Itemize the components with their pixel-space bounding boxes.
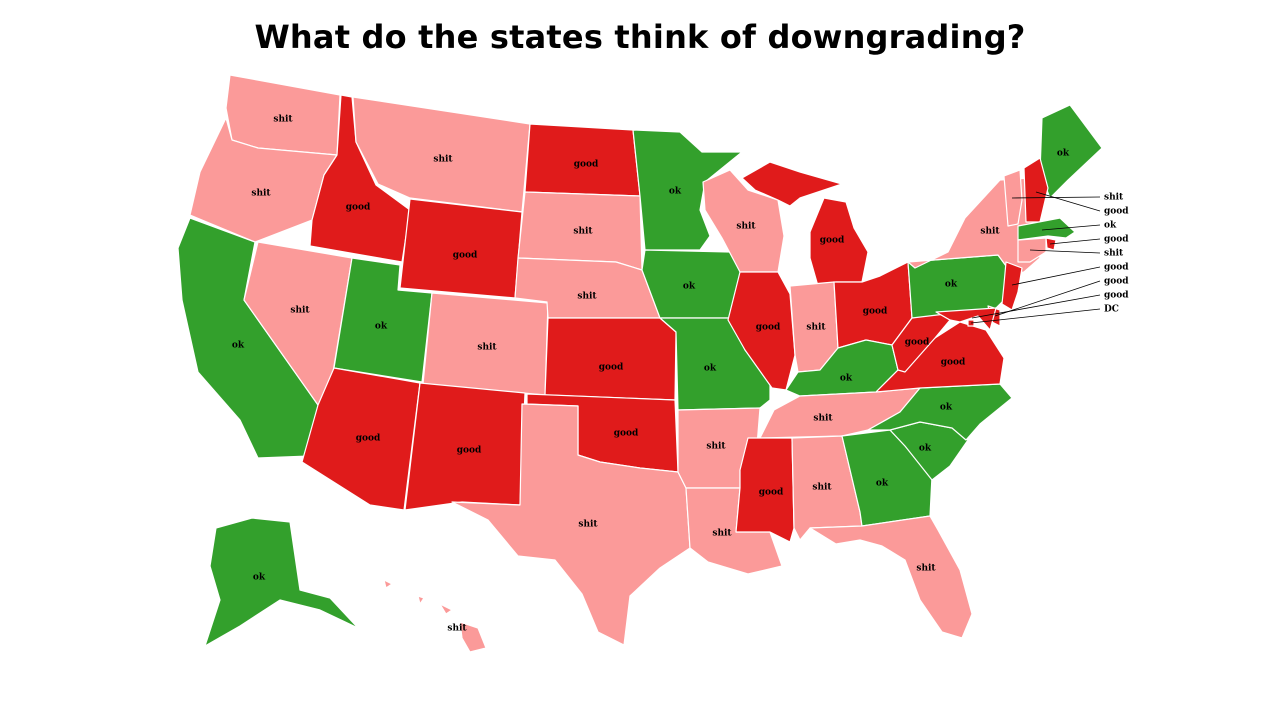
- state-label-pa: ok: [945, 280, 958, 290]
- state-label-ky: ok: [840, 374, 853, 384]
- state-label-sc: ok: [919, 444, 932, 454]
- callout-line-ct: [1029, 249, 1101, 254]
- callout-label-nh: good: [1104, 207, 1129, 217]
- state-mi: [741, 161, 869, 287]
- state-label-nv: shit: [290, 306, 310, 316]
- callout-label-md: good: [1104, 291, 1129, 301]
- state-label-mi: good: [820, 236, 845, 246]
- state-label-nc: ok: [940, 403, 953, 413]
- state-hi: [383, 579, 487, 653]
- state-label-wv: good: [905, 338, 930, 348]
- callout-line-nh: [1035, 191, 1101, 212]
- state-label-ar: shit: [706, 442, 726, 452]
- callout-line-dc: [970, 308, 1101, 324]
- callout-label-ri: good: [1104, 235, 1129, 245]
- state-label-wy: good: [453, 251, 478, 261]
- state-label-ok: good: [614, 429, 639, 439]
- state-label-mn: ok: [669, 187, 682, 197]
- state-label-ms: good: [759, 488, 784, 498]
- state-label-in: shit: [806, 323, 826, 333]
- state-label-az: good: [356, 434, 381, 444]
- state-label-wa: shit: [273, 115, 293, 125]
- states-layer: [177, 74, 1103, 653]
- state-label-nd: good: [574, 160, 599, 170]
- callout-label-vt: shit: [1104, 193, 1124, 203]
- state-label-va: good: [941, 358, 966, 368]
- state-nj: [1001, 261, 1023, 311]
- callout-label-ct: shit: [1104, 249, 1124, 259]
- state-tx: [451, 403, 691, 646]
- callout-line-nj: [1011, 266, 1101, 286]
- state-label-ks: good: [599, 363, 624, 373]
- state-label-hi: shit: [447, 624, 467, 634]
- callout-label-ma: ok: [1104, 221, 1117, 231]
- callout-line-vt: [1011, 196, 1101, 199]
- callout-layer: shit good ok good shit good good good DC: [970, 191, 1129, 324]
- labels-layer: shit shit ok good shit shit good ok good shit good…: [232, 115, 1070, 634]
- page-title: What do the states think of downgrading?: [254, 18, 1026, 56]
- callout-label-de: good: [1104, 277, 1129, 287]
- state-nh: [1023, 157, 1049, 223]
- callout-line-ma: [1041, 224, 1101, 231]
- state-me: [1039, 104, 1103, 199]
- state-md: [935, 307, 997, 331]
- state-label-al: shit: [812, 483, 832, 493]
- state-label-ca: ok: [232, 341, 245, 351]
- state-fl: [809, 515, 973, 639]
- callout-label-nj: good: [1104, 263, 1129, 273]
- callout-line-md: [971, 294, 1101, 319]
- state-label-oh: good: [863, 307, 888, 317]
- state-ak: [204, 517, 359, 647]
- state-wi: [702, 169, 785, 273]
- state-label-ne: shit: [577, 292, 597, 302]
- state-label-nm: good: [457, 446, 482, 456]
- state-label-tx: shit: [578, 520, 598, 530]
- state-label-mt: shit: [433, 155, 453, 165]
- state-label-ia: ok: [683, 282, 696, 292]
- state-label-co: shit: [477, 343, 497, 353]
- state-label-or: shit: [251, 189, 271, 199]
- state-label-mo: ok: [704, 364, 717, 374]
- state-ks: [544, 317, 677, 401]
- state-label-ny: shit: [980, 227, 1000, 237]
- state-mn: [632, 129, 743, 251]
- state-wy: [399, 198, 523, 299]
- state-label-sd: shit: [573, 227, 593, 237]
- state-label-la: shit: [712, 529, 732, 539]
- state-ca: [177, 217, 319, 459]
- state-label-me: ok: [1057, 149, 1070, 159]
- callout-line-de: [994, 280, 1101, 317]
- state-label-ut: ok: [375, 322, 388, 332]
- state-label-id: good: [346, 203, 371, 213]
- state-label-il: good: [756, 323, 781, 333]
- state-label-fl: shit: [916, 564, 936, 574]
- state-label-wi: shit: [736, 222, 756, 232]
- state-label-ga: ok: [876, 479, 889, 489]
- state-nc: [867, 383, 1013, 441]
- callout-line-ri: [1049, 238, 1101, 245]
- state-label-tn: shit: [813, 414, 833, 424]
- callout-label-dc: DC: [1104, 305, 1119, 315]
- state-label-ak: ok: [253, 573, 266, 583]
